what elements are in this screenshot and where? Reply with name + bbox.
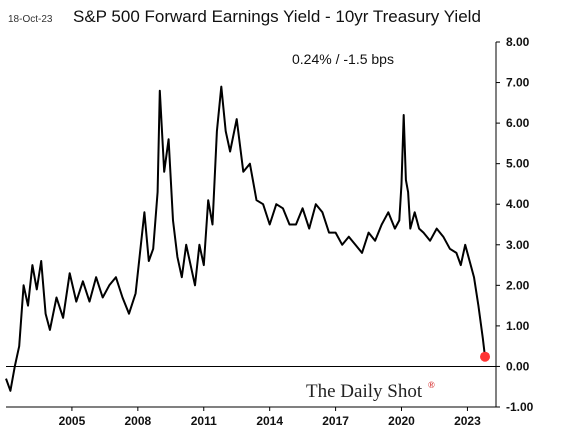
x-tick-label: 2005 <box>59 414 86 428</box>
y-tick-label: 6.00 <box>506 116 530 130</box>
brand-mark: ® <box>428 380 435 390</box>
brand-name: The Daily Shot <box>306 381 423 402</box>
series-line-yield-spread <box>5 85 486 392</box>
x-tick-label: 2017 <box>322 414 349 428</box>
x-tick-label: 2008 <box>124 414 151 428</box>
chart-title: S&P 500 Forward Earnings Yield - 10yr Tr… <box>73 7 481 26</box>
y-tick-label: 3.00 <box>506 238 530 252</box>
x-tick-label: 2020 <box>388 414 415 428</box>
y-tick-label: 5.00 <box>506 157 530 171</box>
branding: The Daily Shot ® <box>306 380 435 402</box>
y-axis: 8.00 7.00 6.00 5.00 4.00 3.00 2.00 1.00 0.00 -1.0… <box>495 35 534 414</box>
y-tick-label: -1.00 <box>506 400 534 414</box>
x-tick-label: 2011 <box>191 414 217 428</box>
y-tick-label: 1.00 <box>506 319 530 333</box>
y-tick-label: 8.00 <box>506 35 530 49</box>
x-axis: 2005 2008 2011 2014 2017 2020 2023 <box>6 406 496 428</box>
y-tick-label: 2.00 <box>506 278 530 292</box>
latest-value-annotation: 0.24% / -1.5 bps <box>292 51 394 67</box>
y-tick-label: 7.00 <box>506 76 530 90</box>
x-tick-label: 2014 <box>256 414 283 428</box>
latest-point-marker <box>480 351 491 362</box>
chart-date: 18-Oct-23 <box>8 14 53 25</box>
y-tick-label: 0.00 <box>506 359 530 373</box>
y-tick-label: 4.00 <box>506 197 530 211</box>
x-tick-label: 2023 <box>454 414 481 428</box>
